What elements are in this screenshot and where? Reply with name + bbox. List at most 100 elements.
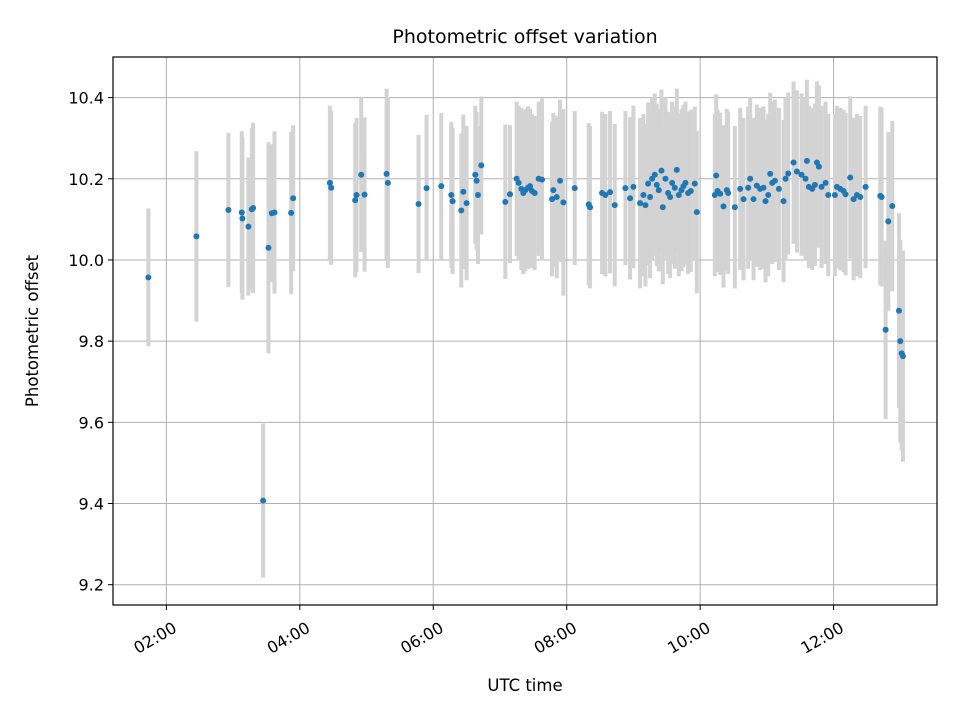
x-axis-title: UTC time — [487, 676, 562, 695]
data-point — [527, 183, 534, 190]
y-tick-label: 9.2 — [79, 576, 104, 595]
data-point — [326, 179, 333, 186]
data-point — [775, 185, 782, 192]
data-point — [717, 190, 724, 197]
data-point — [238, 209, 245, 216]
data-point — [353, 192, 360, 199]
data-point — [822, 179, 829, 186]
data-point — [288, 209, 295, 216]
data-point — [747, 175, 754, 182]
data-point — [415, 200, 422, 207]
data-point — [602, 192, 609, 199]
data-point — [515, 179, 522, 186]
data-point — [658, 167, 665, 174]
data-point — [662, 175, 669, 182]
data-point — [673, 166, 680, 173]
data-point — [750, 196, 757, 203]
data-point — [655, 187, 662, 194]
data-point — [463, 200, 470, 207]
data-point — [798, 171, 805, 178]
data-point — [448, 192, 455, 199]
data-point — [607, 189, 614, 196]
y-tick-label: 9.6 — [79, 413, 104, 432]
data-point — [640, 192, 647, 199]
data-point — [193, 233, 200, 240]
data-point — [691, 180, 698, 187]
y-tick-label: 10.0 — [68, 251, 104, 270]
data-point — [361, 191, 368, 198]
data-point — [531, 189, 538, 196]
data-point — [549, 196, 556, 203]
data-point — [449, 198, 456, 205]
data-point — [290, 195, 297, 202]
data-point — [651, 171, 658, 178]
data-point — [225, 207, 232, 214]
data-point — [557, 177, 564, 184]
data-point — [667, 194, 674, 201]
data-point — [793, 168, 800, 175]
data-point — [611, 202, 618, 209]
data-point — [782, 175, 789, 182]
data-point — [762, 198, 769, 205]
data-points — [145, 157, 906, 504]
x-tick-label: 12:00 — [798, 618, 847, 658]
data-point — [889, 202, 896, 209]
data-point — [642, 202, 649, 209]
data-point — [790, 159, 797, 166]
data-point — [815, 163, 822, 170]
y-tick-label: 9.4 — [79, 495, 104, 514]
plot-frame — [112, 56, 938, 606]
data-point — [438, 183, 445, 190]
data-point — [550, 187, 557, 194]
data-point — [328, 184, 335, 191]
data-point — [725, 189, 732, 196]
data-point — [825, 192, 832, 199]
data-point — [145, 274, 152, 281]
data-point — [423, 185, 430, 192]
data-point — [760, 184, 767, 191]
data-point — [811, 181, 818, 188]
data-point — [383, 170, 390, 177]
data-point — [818, 183, 825, 190]
data-point — [358, 171, 365, 178]
data-point — [878, 194, 885, 201]
data-point — [693, 209, 700, 216]
data-point — [765, 192, 772, 199]
data-point — [265, 244, 272, 251]
data-point — [384, 179, 391, 186]
data-point — [458, 207, 465, 214]
data-point — [622, 185, 629, 192]
data-point — [637, 200, 644, 207]
x-tick-label: 02:00 — [130, 618, 179, 658]
data-point — [842, 191, 849, 198]
data-point — [745, 184, 752, 191]
data-point — [687, 187, 694, 194]
x-tick-label: 06:00 — [397, 618, 446, 658]
data-point — [720, 203, 727, 210]
x-tick-label: 04:00 — [264, 618, 313, 658]
data-point — [767, 170, 774, 177]
data-point — [802, 175, 809, 182]
data-point — [682, 179, 689, 186]
data-point — [271, 209, 278, 216]
data-point — [502, 198, 509, 205]
data-point — [260, 497, 267, 504]
data-point — [850, 196, 857, 203]
chart-title: Photometric offset variation — [392, 26, 657, 48]
data-point — [473, 177, 480, 184]
data-point — [731, 204, 738, 211]
data-point — [785, 170, 792, 177]
data-point — [474, 192, 481, 199]
data-point — [587, 204, 594, 211]
data-point — [478, 162, 485, 169]
data-point — [352, 197, 359, 204]
data-point — [740, 196, 747, 203]
data-point — [895, 307, 902, 314]
data-point — [245, 223, 252, 230]
data-point — [899, 353, 906, 360]
y-axis-title: Photometric offset — [23, 254, 42, 407]
data-point — [780, 198, 787, 205]
x-tick-label: 08:00 — [531, 618, 580, 658]
